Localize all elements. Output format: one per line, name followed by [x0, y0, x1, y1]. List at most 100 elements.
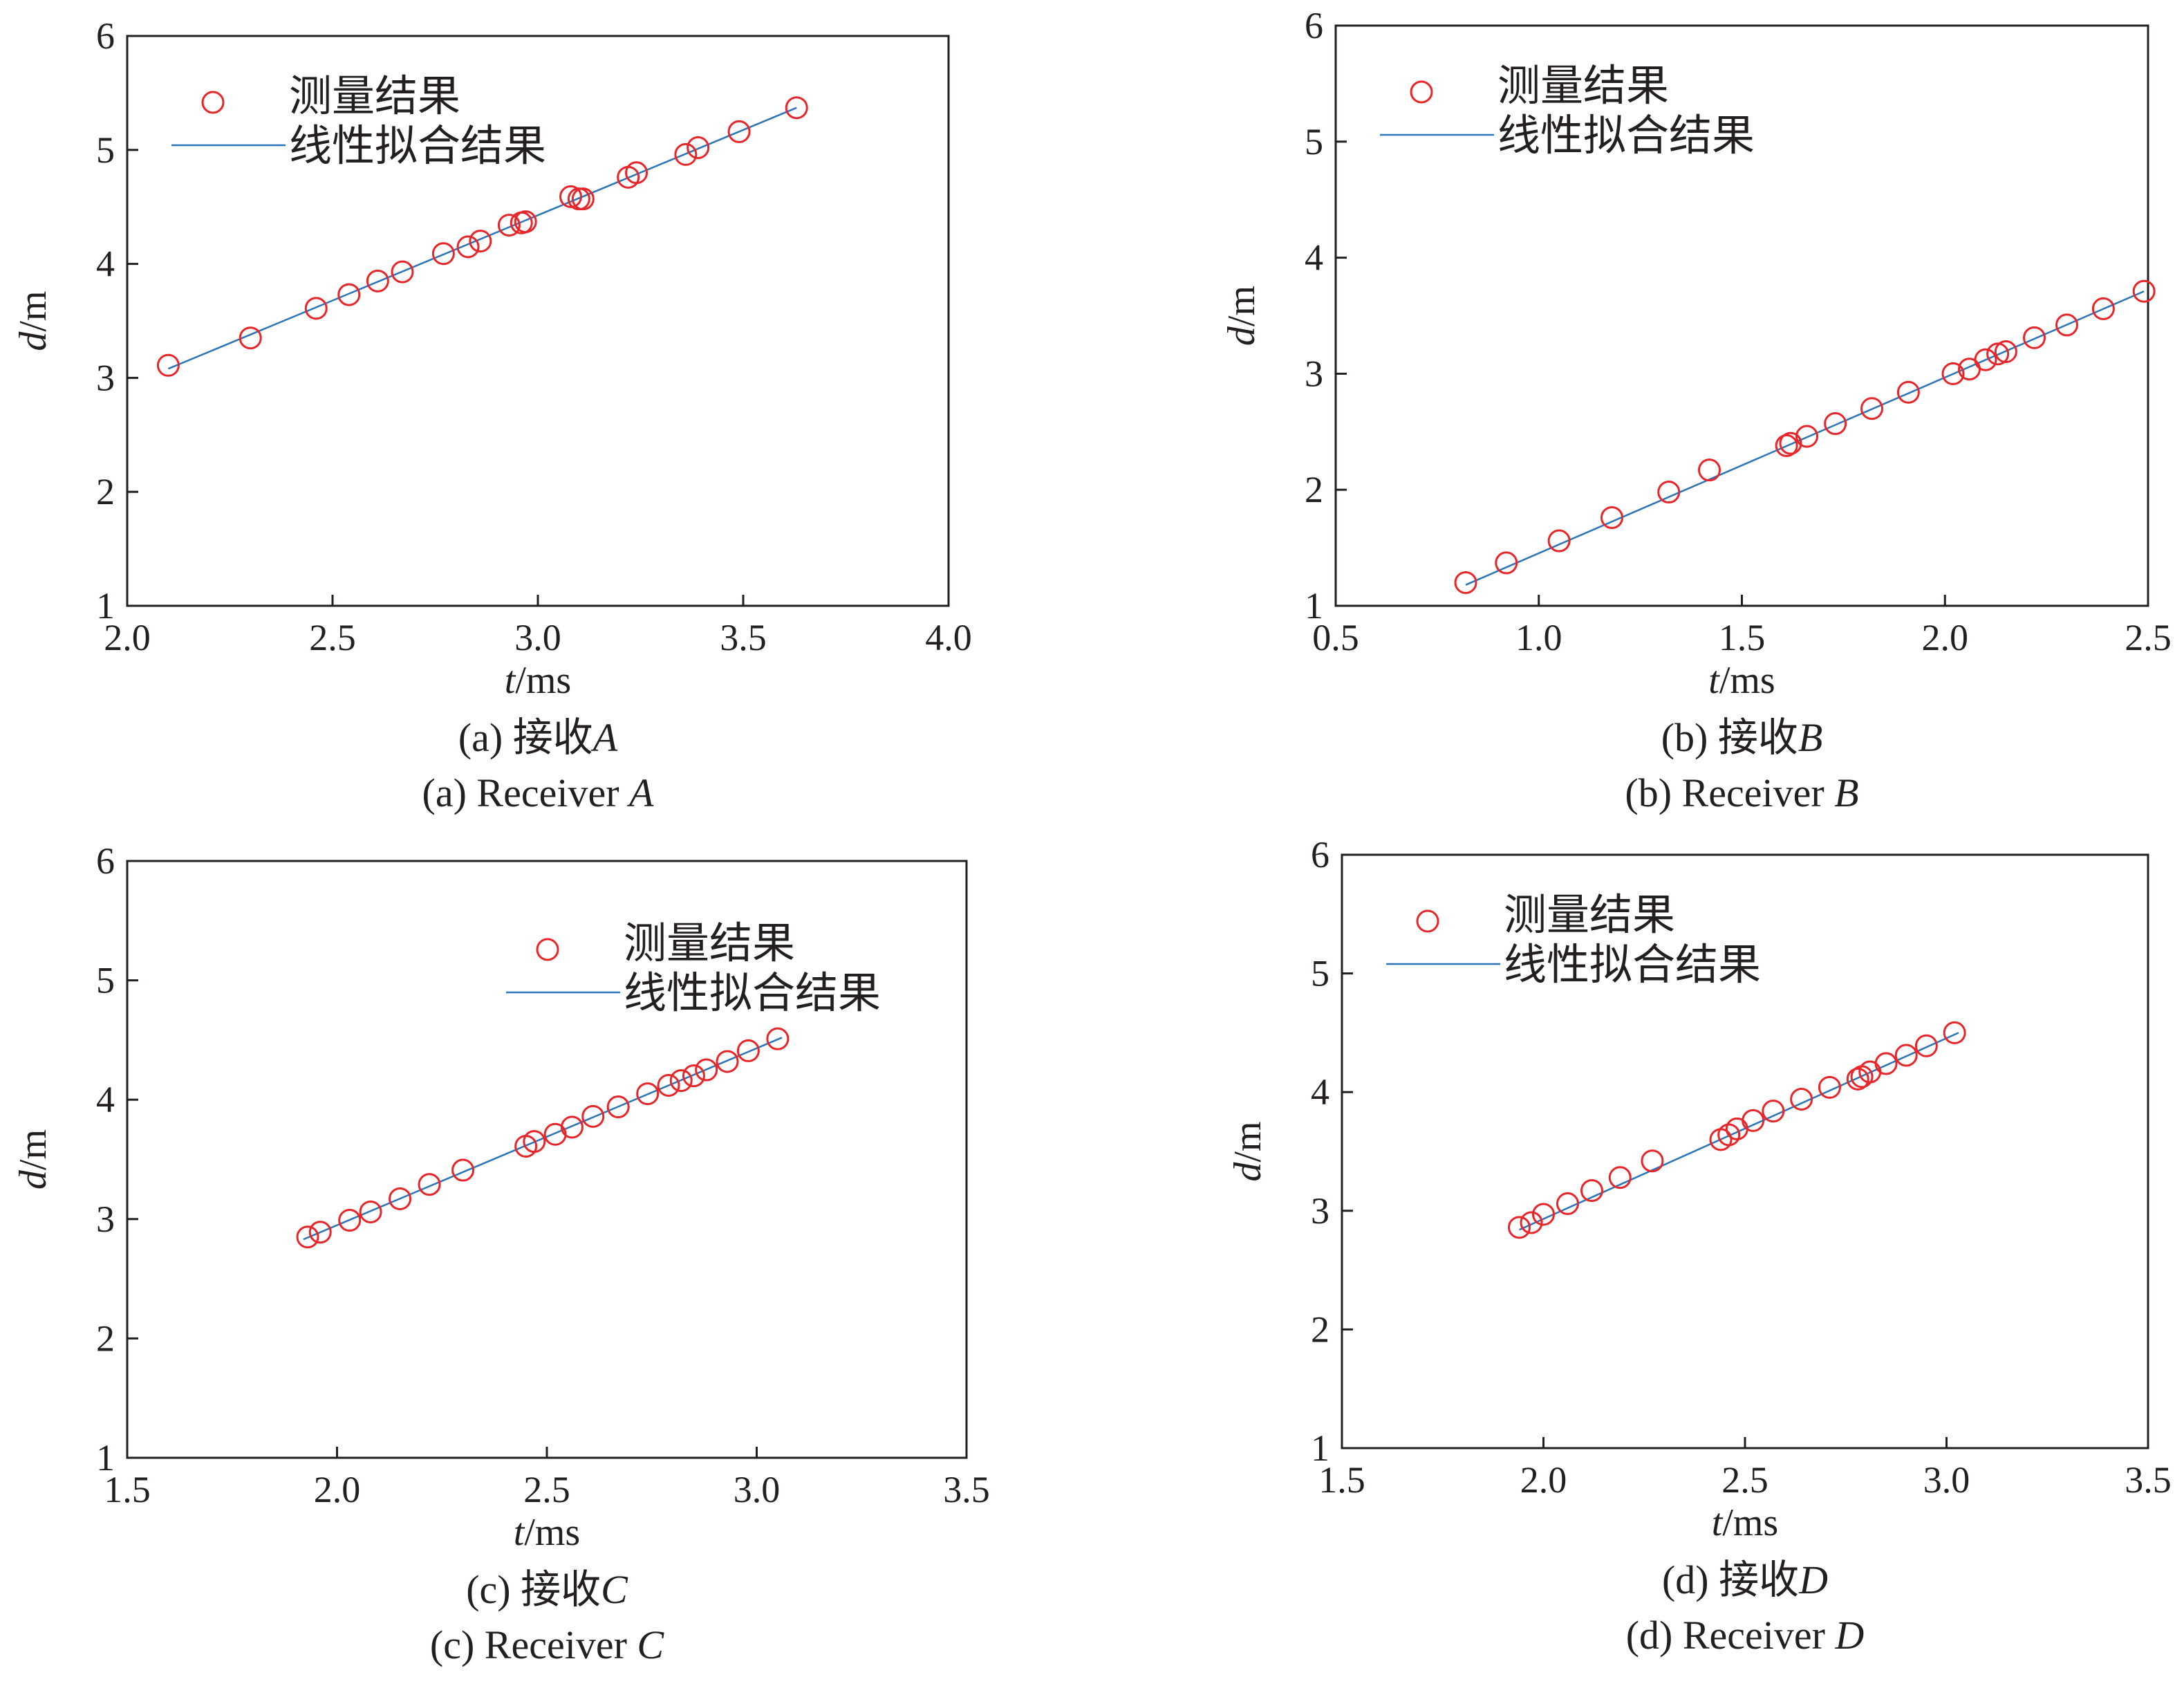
y-tick-label: 6: [1311, 834, 1329, 876]
caption-en-var: B: [1834, 770, 1858, 815]
y-tick-label: 6: [96, 840, 115, 882]
data-point: [1846, 1067, 1869, 1091]
x-tick-label: 3.5: [2125, 1459, 2172, 1501]
y-tick-label: 1: [96, 585, 115, 627]
data-point: [1520, 1211, 1543, 1234]
y-tick-label: 5: [96, 960, 115, 1001]
y-tick-label: 4: [1311, 1071, 1329, 1113]
data-point: [1943, 1021, 1966, 1044]
data-point: [560, 1115, 584, 1139]
caption-zh-prefix: (c) 接收: [466, 1567, 601, 1612]
data-point: [523, 1130, 546, 1154]
x-axis-var: t: [1712, 1501, 1724, 1544]
x-tick-label: 0.5: [1312, 617, 1359, 658]
legend-marker: [1416, 909, 1439, 933]
data-point: [1818, 1075, 1841, 1099]
data-point: [418, 1173, 441, 1196]
y-tick-label: 6: [96, 15, 115, 57]
caption-en-var: C: [637, 1622, 664, 1667]
data-point: [1824, 412, 1847, 436]
legend-label-fit: 线性拟合结果: [1497, 110, 1755, 160]
fit-line: [167, 106, 797, 370]
legend-label-fit: 线性拟合结果: [289, 120, 546, 171]
data-point: [1941, 362, 1965, 385]
data-point: [1717, 1123, 1741, 1147]
data-point: [497, 214, 521, 237]
data-point: [456, 235, 480, 259]
data-point: [1860, 397, 1883, 420]
data-point: [1779, 432, 1802, 455]
data-point: [2132, 279, 2156, 303]
x-axis-label: t/ms: [514, 1511, 580, 1554]
data-point: [559, 185, 583, 208]
caption-en-var: D: [1834, 1613, 1864, 1658]
y-tick-label: 4: [1305, 237, 1323, 279]
legend-label-points: 测量结果: [1504, 889, 1675, 940]
data-point: [2055, 313, 2078, 337]
y-axis-label: d/m: [1226, 1121, 1269, 1181]
data-point: [2023, 326, 2046, 349]
data-point: [1580, 1179, 1603, 1203]
data-point: [606, 1095, 630, 1119]
fit-line: [1465, 290, 2145, 586]
x-tick-label: 1.5: [104, 1469, 151, 1510]
data-point: [1914, 1034, 1938, 1057]
caption-zh-prefix: (b) 接收: [1661, 715, 1798, 760]
data-point: [469, 230, 492, 253]
data-point: [1994, 340, 2017, 364]
x-axis-unit: /ms: [524, 1511, 580, 1554]
data-point: [2091, 297, 2115, 320]
data-point: [1894, 1044, 1918, 1067]
y-tick-label: 3: [96, 357, 115, 398]
data-point: [581, 1104, 605, 1128]
caption-en-var: A: [626, 770, 654, 815]
x-tick-label: 3.0: [734, 1469, 781, 1510]
caption-zh-var: A: [590, 715, 618, 760]
x-tick-label: 2.5: [2125, 617, 2172, 658]
data-point: [695, 1058, 718, 1082]
data-point: [1508, 1216, 1531, 1239]
data-point: [687, 136, 710, 160]
y-axis-var: d: [1220, 326, 1263, 346]
data-point: [304, 297, 328, 320]
data-point: [1974, 348, 1997, 371]
data-point: [1657, 481, 1681, 504]
data-point: [359, 1200, 382, 1223]
caption-zh-var: C: [601, 1567, 628, 1612]
plot-frame: [126, 860, 968, 1459]
legend-label-points: 测量结果: [289, 71, 460, 121]
x-tick-label: 3.0: [514, 617, 561, 658]
data-point: [1547, 529, 1571, 553]
caption-en-prefix: (b) Receiver: [1625, 770, 1834, 815]
data-point: [785, 96, 808, 120]
legend-marker: [536, 938, 559, 961]
y-axis-label: d/m: [12, 1129, 55, 1189]
y-tick-label: 4: [96, 243, 115, 285]
y-axis-label: d/m: [12, 290, 55, 351]
caption-en: (b) Receiver B: [1625, 770, 1858, 815]
data-point: [766, 1027, 790, 1050]
legend-label-points: 测量结果: [1497, 60, 1669, 111]
fit-line: [303, 1037, 783, 1241]
data-point: [1608, 1166, 1632, 1189]
caption-en: (c) Receiver C: [430, 1622, 664, 1667]
data-point: [674, 142, 698, 166]
y-tick-label: 1: [1305, 585, 1323, 627]
y-tick-label: 3: [1311, 1190, 1329, 1232]
data-point: [636, 1082, 660, 1106]
x-tick-label: 3.0: [1923, 1459, 1970, 1501]
data-point: [669, 1069, 693, 1093]
data-point: [1600, 506, 1623, 529]
y-tick-label: 5: [1311, 953, 1329, 994]
x-tick-label: 2.5: [523, 1469, 570, 1510]
caption-en: (a) Receiver A: [422, 770, 654, 815]
x-axis-var: t: [514, 1511, 525, 1554]
data-point: [736, 1039, 760, 1062]
data-point: [1795, 425, 1818, 448]
data-point: [338, 1209, 362, 1232]
data-point: [716, 1050, 739, 1073]
data-point: [1742, 1109, 1765, 1132]
x-tick-label: 1.0: [1515, 617, 1562, 658]
data-point: [657, 1073, 680, 1097]
data-point: [391, 260, 414, 284]
